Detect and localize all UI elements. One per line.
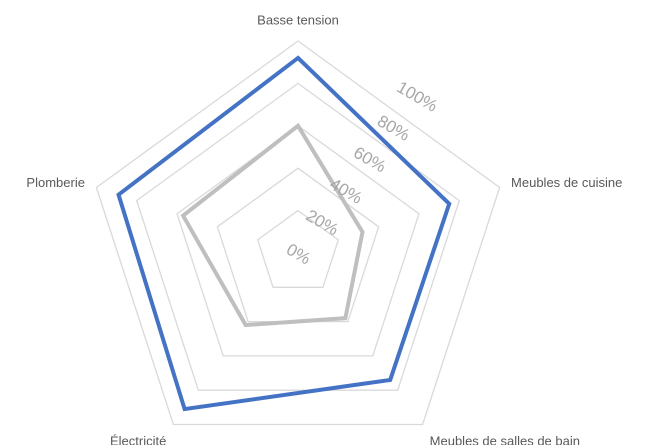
r-tick-label: 60% xyxy=(350,143,389,176)
r-tick-label: 0% xyxy=(283,240,314,269)
r-tick-label: 80% xyxy=(374,111,413,144)
category-label: Électricité xyxy=(110,434,166,445)
grid-ring xyxy=(256,209,340,288)
series-line xyxy=(180,122,365,328)
category-label: Meubles de salles de bain xyxy=(430,434,580,445)
series-line xyxy=(116,55,452,412)
category-label: Meubles de cuisine xyxy=(511,175,622,190)
grid-ring xyxy=(176,124,420,357)
grid-ring xyxy=(135,82,461,391)
category-label: Basse tension xyxy=(257,12,339,27)
grid-ring xyxy=(95,40,501,426)
r-tick-label: 20% xyxy=(303,206,342,239)
category-label: Plomberie xyxy=(26,175,85,190)
r-tick-label: 100% xyxy=(394,78,441,116)
